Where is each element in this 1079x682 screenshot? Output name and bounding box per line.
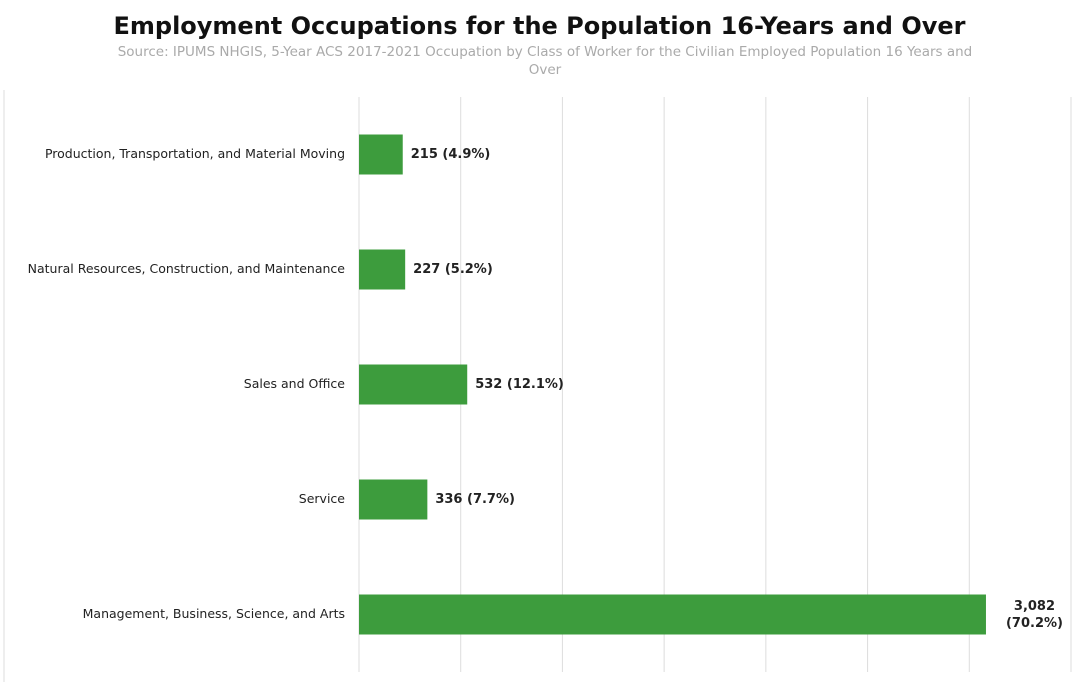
bar	[359, 364, 468, 405]
bar	[359, 479, 428, 520]
y-tick-label: Service	[299, 491, 346, 506]
bar	[359, 134, 403, 175]
chart-title: Employment Occupations for the Populatio…	[113, 12, 966, 40]
value-label: 215 (4.9%)	[410, 147, 491, 162]
y-tick-label: Management, Business, Science, and Arts	[83, 606, 345, 621]
y-tick-label: Production, Transportation, and Material…	[45, 146, 345, 161]
chart-subtitle: Source: IPUMS NHGIS, 5-Year ACS 2017-202…	[117, 44, 973, 78]
value-label: 227 (5.2%)	[413, 262, 493, 277]
value-label: 532 (12.1%)	[475, 377, 564, 392]
bar	[359, 594, 986, 635]
y-tick-label: Sales and Office	[244, 376, 346, 391]
y-tick-label: Natural Resources, Construction, and Mai…	[28, 261, 346, 276]
value-label: 336 (7.7%)	[435, 492, 515, 507]
bar	[359, 249, 406, 290]
value-label: 3,082 (70.2%)	[1005, 598, 1063, 631]
